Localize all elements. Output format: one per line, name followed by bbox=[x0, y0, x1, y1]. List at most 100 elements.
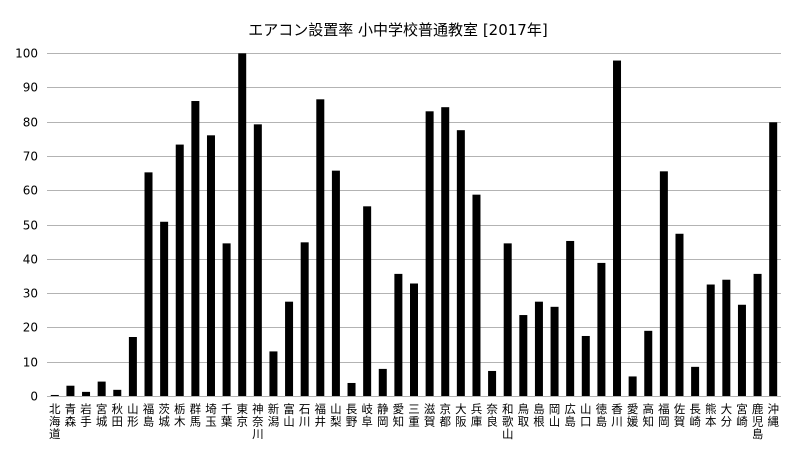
y-tick-label: 50 bbox=[23, 219, 38, 233]
bar bbox=[659, 171, 668, 396]
bar bbox=[316, 99, 325, 396]
x-tick-label: 千葉 bbox=[221, 402, 233, 429]
y-tick-label: 70 bbox=[23, 150, 38, 164]
bar bbox=[628, 376, 637, 396]
bar bbox=[675, 233, 684, 396]
bar bbox=[285, 301, 294, 396]
x-tick-label: 山口 bbox=[580, 402, 592, 429]
x-tick-label: 大分 bbox=[721, 402, 733, 429]
x-tick-label: 岐阜 bbox=[361, 402, 373, 429]
x-tick-label: 鹿児島 bbox=[752, 402, 764, 441]
bar bbox=[753, 273, 762, 396]
x-tick-label: 山形 bbox=[127, 402, 139, 429]
y-tick-label: 80 bbox=[23, 116, 38, 130]
x-axis-labels: 北海道青森岩手宮城秋田山形福島茨城栃木群馬埼玉千葉東京神奈川新潟富山石川福井山梨… bbox=[49, 402, 779, 441]
x-tick-label: 滋賀 bbox=[424, 402, 436, 429]
y-tick-label: 90 bbox=[23, 81, 38, 95]
bar bbox=[238, 53, 247, 397]
x-tick-label: 長崎 bbox=[689, 402, 701, 429]
bar bbox=[519, 315, 528, 396]
bar bbox=[175, 144, 184, 396]
x-tick-label: 長野 bbox=[346, 402, 358, 429]
bar bbox=[363, 206, 372, 396]
x-tick-label: 三重 bbox=[408, 402, 420, 429]
y-tick-label: 30 bbox=[23, 287, 38, 301]
bar bbox=[456, 130, 465, 396]
x-tick-label: 奈良 bbox=[486, 402, 498, 429]
bar bbox=[97, 381, 106, 396]
x-tick-label: 高知 bbox=[643, 402, 655, 429]
y-tick-label: 40 bbox=[23, 253, 38, 267]
x-tick-label: 愛知 bbox=[393, 402, 405, 429]
bar bbox=[50, 394, 59, 396]
bar bbox=[128, 337, 137, 396]
x-tick-label: 秋田 bbox=[112, 402, 124, 429]
x-tick-label: 京都 bbox=[439, 402, 451, 429]
bar bbox=[378, 368, 387, 396]
bar bbox=[613, 60, 622, 397]
bar bbox=[644, 330, 653, 396]
y-tick-label: 60 bbox=[23, 184, 38, 198]
y-tick-label: 20 bbox=[23, 321, 38, 335]
bar bbox=[222, 243, 231, 396]
y-axis-ticks: 0 10 20 30 40 50 60 70 80 90 100 bbox=[15, 47, 38, 404]
bar bbox=[597, 262, 606, 396]
x-tick-label: 広島 bbox=[564, 402, 576, 429]
bar bbox=[503, 243, 512, 396]
x-tick-label: 和歌山 bbox=[502, 402, 514, 441]
bar bbox=[722, 279, 731, 396]
bar bbox=[269, 351, 278, 396]
bar bbox=[534, 301, 543, 396]
y-tick-label: 0 bbox=[30, 390, 38, 404]
bar bbox=[300, 242, 309, 396]
x-tick-label: 香川 bbox=[611, 402, 623, 429]
bar bbox=[425, 111, 434, 396]
bar bbox=[566, 240, 575, 396]
y-tick-label: 10 bbox=[23, 356, 38, 370]
bar bbox=[737, 304, 746, 396]
bar bbox=[706, 284, 715, 396]
x-tick-label: 埼玉 bbox=[205, 402, 217, 429]
x-tick-label: 鳥取 bbox=[518, 402, 530, 429]
bar bbox=[191, 101, 200, 397]
x-tick-label: 北海道 bbox=[49, 402, 61, 441]
x-tick-label: 山梨 bbox=[330, 402, 342, 429]
x-tick-label: 岩手 bbox=[80, 402, 92, 429]
x-tick-label: 群馬 bbox=[190, 402, 202, 429]
x-tick-label: 石川 bbox=[299, 402, 311, 429]
bar bbox=[441, 107, 450, 396]
x-tick-label: 佐賀 bbox=[674, 402, 686, 429]
x-tick-label: 福岡 bbox=[658, 402, 670, 429]
bars bbox=[50, 53, 778, 397]
x-tick-label: 神奈川 bbox=[252, 402, 264, 441]
x-tick-label: 静岡 bbox=[377, 402, 389, 429]
x-tick-label: 大阪 bbox=[455, 402, 467, 429]
x-tick-label: 新潟 bbox=[268, 402, 280, 429]
bar bbox=[581, 335, 590, 396]
bar bbox=[66, 385, 75, 396]
x-tick-label: 富山 bbox=[283, 402, 295, 429]
x-tick-label: 沖縄 bbox=[767, 402, 779, 429]
bar bbox=[331, 170, 340, 396]
bar bbox=[82, 391, 91, 396]
y-tick-label: 100 bbox=[15, 47, 38, 61]
bar bbox=[691, 366, 700, 396]
x-tick-label: 宮崎 bbox=[736, 402, 748, 429]
bar bbox=[253, 124, 262, 396]
bar bbox=[113, 389, 122, 396]
x-tick-label: 栃木 bbox=[174, 402, 186, 429]
x-tick-label: 徳島 bbox=[596, 402, 608, 429]
bar bbox=[472, 194, 481, 396]
x-tick-label: 兵庫 bbox=[471, 402, 483, 429]
x-tick-label: 茨城 bbox=[158, 402, 170, 429]
bar bbox=[394, 273, 403, 396]
bar bbox=[206, 135, 215, 396]
bar bbox=[410, 283, 418, 396]
x-tick-label: 福井 bbox=[315, 402, 327, 429]
bar bbox=[488, 370, 497, 396]
x-tick-label: 島根 bbox=[533, 402, 545, 429]
x-tick-label: 宮城 bbox=[96, 402, 108, 429]
chart-title: エアコン設置率 小中学校普通教室 [2017年] bbox=[248, 21, 547, 39]
x-tick-label: 青森 bbox=[65, 402, 77, 429]
